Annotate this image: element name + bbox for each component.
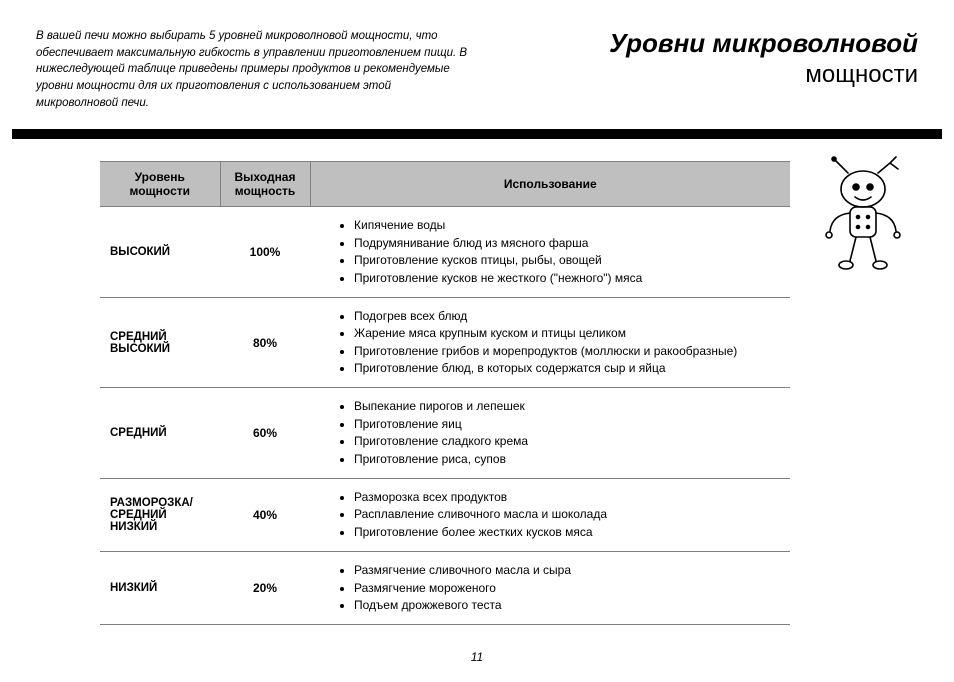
- divider-bar: [12, 129, 942, 139]
- title-line-1: Уровни микроволновой: [609, 28, 918, 59]
- cell-level: РАЗМОРОЗКА/СРЕДНИЙ НИЗКИЙ: [100, 479, 220, 552]
- usage-list: Выпекание пирогов и лепешекПриготовление…: [340, 398, 782, 468]
- table-header-row: Уровеньмощности Выходнаямощность Использ…: [100, 162, 790, 207]
- power-levels-table: Уровеньмощности Выходнаямощность Использ…: [100, 161, 790, 625]
- cell-level: СРЕДНИЙ: [100, 388, 220, 479]
- usage-item: Приготовление грибов и морепродуктов (мо…: [354, 343, 782, 360]
- cell-usage: Выпекание пирогов и лепешекПриготовление…: [310, 388, 790, 479]
- usage-item: Разморозка всех продуктов: [354, 489, 782, 506]
- title-line-2: мощности: [609, 61, 918, 89]
- table-row: СРЕДНИЙ60%Выпекание пирогов и лепешекПри…: [100, 388, 790, 479]
- usage-item: Приготовление кусков не жесткого ("нежно…: [354, 270, 782, 287]
- header-level: Уровеньмощности: [100, 162, 220, 207]
- table-row: НИЗКИЙ20% Размягчение сливочного масла и …: [100, 552, 790, 625]
- page-number: 11: [0, 650, 954, 664]
- usage-item: Приготовление кусков птицы, рыбы, овощей: [354, 252, 782, 269]
- usage-list: Размягчение сливочного масла и сыраРазмя…: [340, 562, 782, 614]
- page-title: Уровни микроволновой мощности: [609, 28, 918, 89]
- usage-item: Подогрев всех блюд: [354, 308, 782, 325]
- header-output: Выходнаямощность: [220, 162, 310, 207]
- usage-item: Выпекание пирогов и лепешек: [354, 398, 782, 415]
- usage-item: Приготовление яиц: [354, 416, 782, 433]
- usage-item: Размягчение мороженого: [354, 580, 782, 597]
- usage-item: Жарение мяса крупным куском и птицы цели…: [354, 325, 782, 342]
- intro-paragraph: В вашей печи можно выбирать 5 уровней ми…: [36, 28, 476, 111]
- usage-item: Приготовление более жестких кусков мяса: [354, 524, 782, 541]
- usage-item: Приготовление риса, супов: [354, 451, 782, 468]
- cell-usage: Подогрев всех блюдЖарение мяса крупным к…: [310, 297, 790, 388]
- usage-list: Кипячение водыПодрумянивание блюд из мяс…: [340, 217, 782, 287]
- usage-item: Подрумянивание блюд из мясного фарша: [354, 235, 782, 252]
- usage-list: Подогрев всех блюдЖарение мяса крупным к…: [340, 308, 782, 378]
- header-usage: Использование: [310, 162, 790, 207]
- cell-output: 80%: [220, 297, 310, 388]
- cell-output: 40%: [220, 479, 310, 552]
- usage-item: Расплавление сливочного масла и шоколада: [354, 506, 782, 523]
- cell-level: ВЫСОКИЙ: [100, 207, 220, 298]
- cell-usage: Разморозка всех продуктовРасплавление сл…: [310, 479, 790, 552]
- cell-output: 100%: [220, 207, 310, 298]
- cell-level: НИЗКИЙ: [100, 552, 220, 625]
- usage-item: Приготовление сладкого крема: [354, 433, 782, 450]
- cell-level: СРЕДНИЙВЫСОКИЙ: [100, 297, 220, 388]
- cell-output: 60%: [220, 388, 310, 479]
- cell-usage: Размягчение сливочного масла и сыраРазмя…: [310, 552, 790, 625]
- cell-usage: Кипячение водыПодрумянивание блюд из мяс…: [310, 207, 790, 298]
- robot-mascot-icon: [808, 155, 918, 285]
- table-row: ВЫСОКИЙ100% Кипячение водыПодрумянивание …: [100, 207, 790, 298]
- usage-item: Приготовление блюд, в которых содержатся…: [354, 360, 782, 377]
- usage-list: Разморозка всех продуктовРасплавление сл…: [340, 489, 782, 541]
- table-row: СРЕДНИЙВЫСОКИЙ80% Подогрев всех блюдЖарен…: [100, 297, 790, 388]
- cell-output: 20%: [220, 552, 310, 625]
- usage-item: Подъем дрожжевого теста: [354, 597, 782, 614]
- table-row: РАЗМОРОЗКА/СРЕДНИЙ НИЗКИЙ40% Разморозка в…: [100, 479, 790, 552]
- mascot-illustration: [808, 155, 918, 290]
- usage-item: Размягчение сливочного масла и сыра: [354, 562, 782, 579]
- usage-item: Кипячение воды: [354, 217, 782, 234]
